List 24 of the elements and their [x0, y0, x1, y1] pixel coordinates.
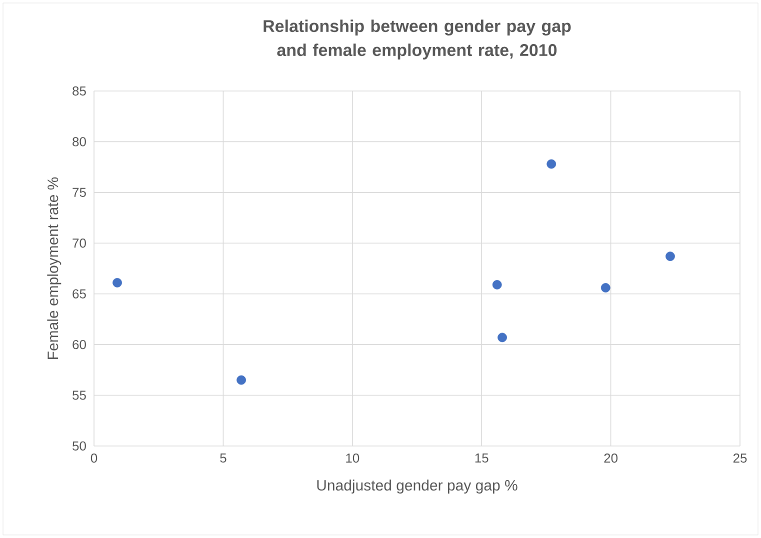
point — [492, 280, 502, 290]
x-tick-label: 5 — [220, 454, 226, 463]
point — [498, 332, 507, 342]
point — [236, 375, 246, 385]
y-tick-label: 60 — [72, 340, 86, 350]
point — [546, 159, 556, 169]
x-tick-label: 20 — [604, 454, 618, 463]
point — [600, 283, 610, 292]
x-axis-title: Unadjusted gender pay gap % — [317, 480, 518, 494]
y-tick-label: 50 — [72, 441, 86, 451]
chart-title: Relationship between gender pay gap and female employment rate, 2010 — [264, 20, 571, 60]
point — [666, 252, 675, 262]
x-tick-label: 10 — [346, 454, 360, 463]
y-axis-title: Female employment rate % — [47, 177, 62, 359]
x-tick-label: 15 — [475, 454, 488, 463]
y-tick-label: 55 — [72, 390, 86, 400]
point — [112, 278, 122, 288]
y-tick-label: 65 — [72, 289, 86, 298]
x-tick-label: 25 — [733, 454, 747, 463]
y-tick-label: 80 — [72, 137, 86, 146]
y-tick-label: 70 — [72, 238, 86, 248]
x-tick-label: 0 — [90, 454, 98, 463]
y-tick-label: 75 — [72, 188, 86, 197]
y-tick-label: 85 — [72, 86, 86, 96]
